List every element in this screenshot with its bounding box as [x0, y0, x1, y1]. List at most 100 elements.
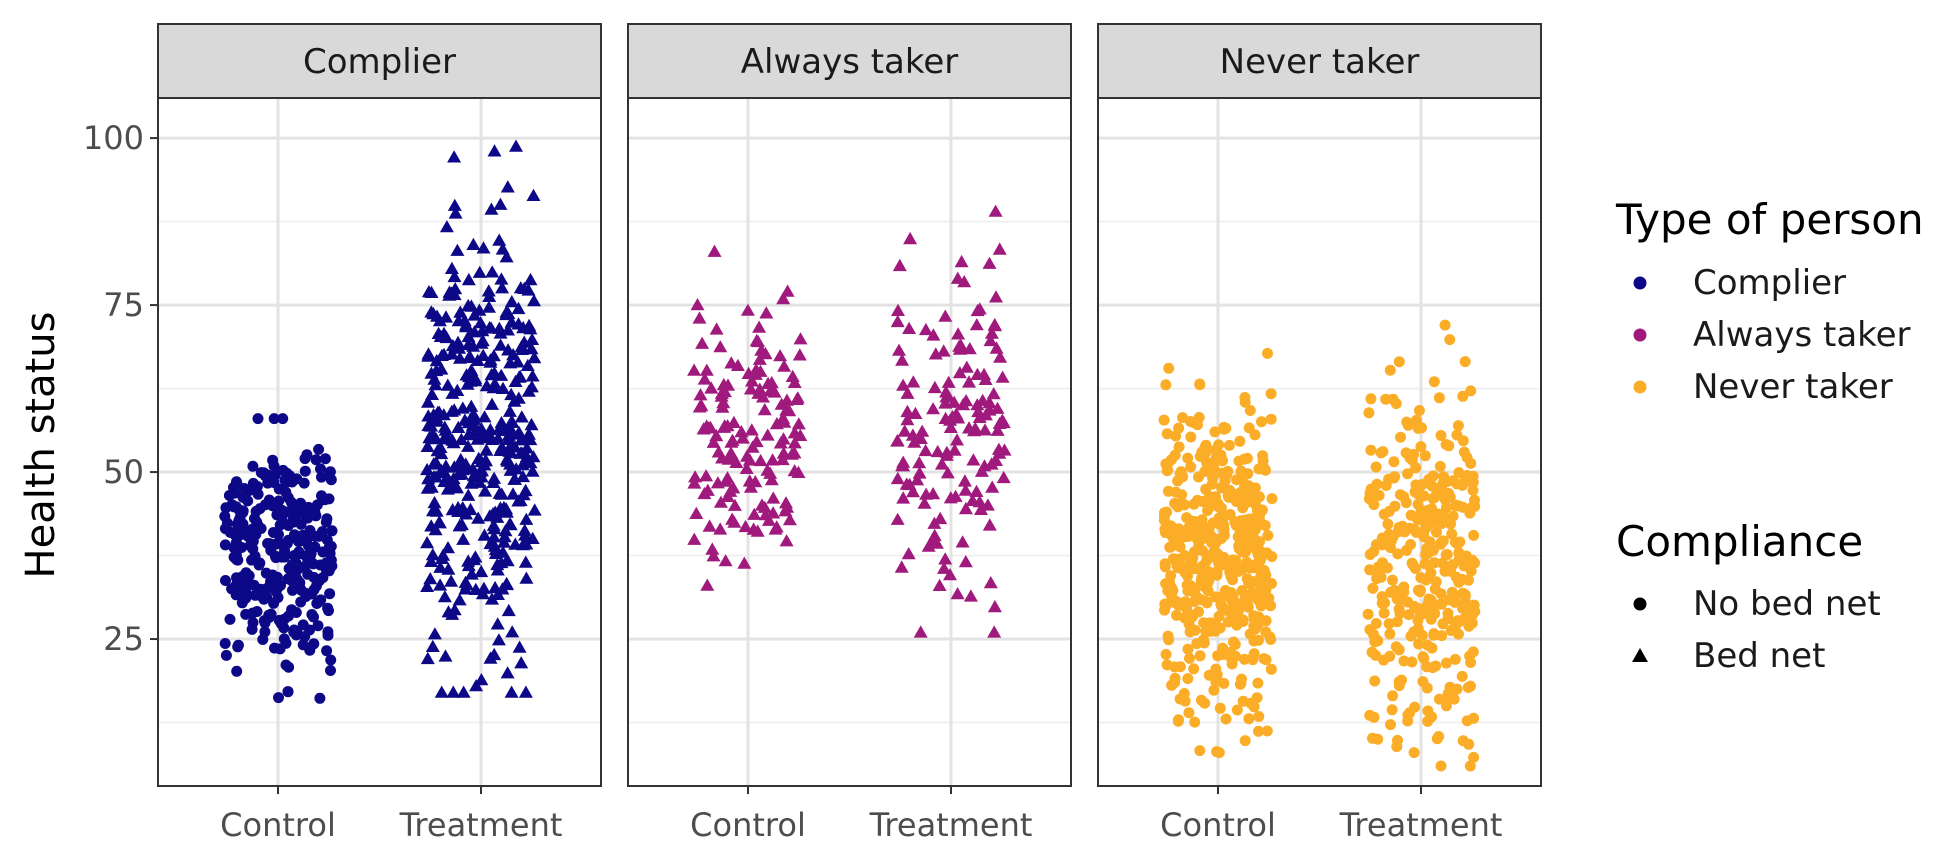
- points-always-taker: [687, 204, 1012, 638]
- data-point: [1236, 473, 1248, 485]
- data-point: [309, 530, 321, 542]
- data-point: [971, 404, 986, 418]
- y-tick-label: 75: [103, 286, 144, 324]
- data-point: [1159, 558, 1171, 570]
- data-point: [1418, 652, 1430, 664]
- data-point: [1439, 319, 1451, 331]
- data-point: [941, 375, 956, 388]
- data-point: [464, 399, 479, 412]
- data-point: [460, 577, 474, 591]
- data-point: [1163, 362, 1175, 374]
- data-point: [1233, 598, 1245, 610]
- data-point: [259, 626, 271, 638]
- data-point: [938, 396, 953, 409]
- data-point: [713, 495, 728, 508]
- data-point: [743, 382, 758, 395]
- data-point: [784, 447, 799, 460]
- data-point: [958, 501, 973, 515]
- data-point: [1253, 711, 1265, 722]
- data-point: [751, 386, 766, 399]
- data-point: [1461, 715, 1473, 727]
- data-point: [730, 358, 745, 371]
- data-point: [527, 294, 541, 307]
- data-point: [689, 506, 704, 519]
- data-point: [699, 469, 714, 482]
- data-point: [1395, 431, 1406, 443]
- data-point: [271, 509, 283, 521]
- data-point: [1379, 597, 1391, 609]
- data-point: [773, 349, 788, 362]
- data-point: [1214, 518, 1225, 530]
- data-point: [1183, 618, 1195, 630]
- data-point: [310, 454, 322, 466]
- data-point: [438, 649, 453, 662]
- data-point: [791, 417, 806, 430]
- data-point: [314, 692, 326, 704]
- data-point: [1254, 536, 1265, 548]
- data-point: [892, 258, 907, 272]
- data-point: [1365, 483, 1377, 495]
- data-point: [1398, 586, 1410, 598]
- data-point: [921, 539, 936, 552]
- data-point: [1194, 379, 1206, 391]
- data-point: [1375, 447, 1387, 459]
- data-point: [321, 645, 333, 657]
- x-tick-label: Treatment: [869, 806, 1033, 844]
- data-point: [526, 188, 541, 201]
- data-point: [742, 474, 757, 487]
- data-point: [1174, 541, 1186, 553]
- data-point: [311, 598, 323, 609]
- data-point: [1266, 578, 1277, 589]
- data-point: [429, 411, 444, 424]
- points-complier: [219, 139, 542, 704]
- data-point: [247, 543, 259, 555]
- data-point: [1467, 484, 1479, 496]
- data-point: [900, 413, 915, 426]
- data-point: [1257, 455, 1269, 467]
- data-point: [1444, 334, 1456, 346]
- data-point: [1425, 610, 1437, 622]
- data-point: [1410, 414, 1422, 426]
- data-point: [1393, 644, 1405, 656]
- data-point: [763, 466, 778, 479]
- data-point: [716, 395, 731, 409]
- data-point: [525, 369, 540, 382]
- data-point: [704, 381, 719, 394]
- data-point: [519, 441, 534, 454]
- legend-color-swatch: [1633, 276, 1647, 290]
- data-point: [219, 539, 231, 551]
- data-point: [727, 498, 742, 511]
- legend-shape-swatch: [1632, 648, 1648, 662]
- data-point: [1243, 422, 1255, 434]
- legend-shape-item: Bed net: [1632, 636, 1825, 676]
- data-point: [518, 555, 533, 568]
- data-point: [504, 685, 519, 698]
- y-axis-title: Health status: [18, 312, 64, 579]
- data-point: [913, 625, 928, 638]
- data-point: [1234, 435, 1246, 447]
- data-point: [926, 402, 941, 415]
- y-tick-label: 50: [103, 453, 144, 491]
- data-point: [461, 488, 476, 501]
- data-point: [472, 475, 487, 488]
- data-point: [780, 284, 795, 297]
- data-point: [1459, 589, 1471, 601]
- data-point: [282, 686, 294, 698]
- data-point: [265, 544, 277, 556]
- data-point: [1442, 607, 1454, 619]
- data-point: [1209, 426, 1221, 438]
- data-point: [769, 520, 784, 533]
- data-point: [246, 523, 258, 535]
- data-point: [1400, 497, 1412, 509]
- data-point: [705, 542, 720, 555]
- data-point: [990, 401, 1005, 414]
- data-point: [486, 530, 501, 543]
- data-point: [1199, 697, 1211, 709]
- data-point: [1162, 485, 1174, 497]
- data-point: [1185, 431, 1197, 443]
- data-point: [487, 539, 502, 552]
- data-point: [713, 522, 728, 535]
- data-point: [296, 506, 308, 518]
- data-point: [437, 590, 452, 603]
- data-point: [273, 495, 285, 507]
